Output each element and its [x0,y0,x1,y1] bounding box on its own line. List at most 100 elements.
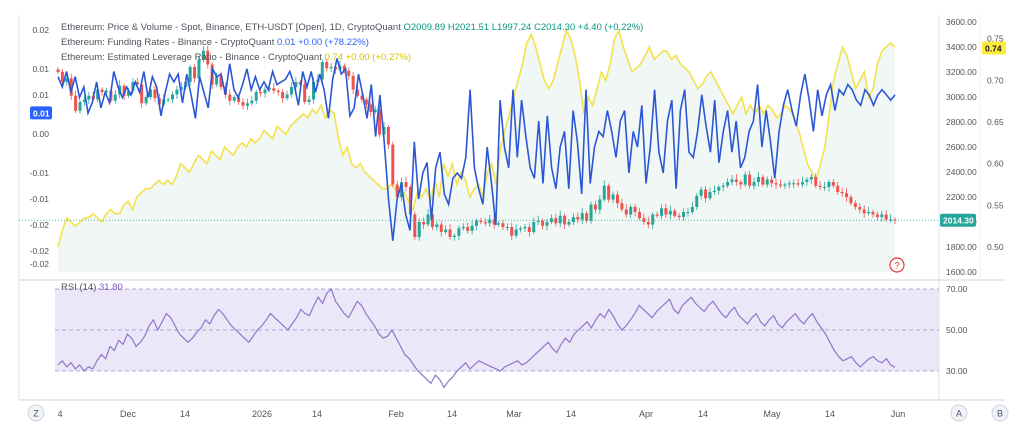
candle-body [814,177,818,186]
candle-body [479,220,483,222]
candle-body [475,220,478,226]
auto-scale-button[interactable]: A [950,404,968,422]
candle-body [726,182,730,186]
candle-body [232,97,236,101]
scale-b-circle[interactable] [991,404,1009,422]
auto-scale-circle[interactable] [950,404,968,422]
candle-body [444,229,448,232]
candle-body [620,203,624,210]
candle-body [201,50,205,60]
leverage-axis-tick: 0.50 [987,242,1004,252]
candle-body [637,212,641,219]
candle-body [800,182,804,185]
candle-body [422,222,426,225]
candle-body [871,212,875,215]
candle-body [633,207,637,212]
candle-body [792,183,796,185]
candle-body [576,217,580,220]
candle-body [545,222,549,226]
candle-body [541,220,545,226]
legend-leverage-name: Ethereum: Estimated Leverage Ratio - Bin… [61,52,322,63]
funding-badge-bg [30,106,52,120]
candle-body [351,75,355,90]
rsi-legend-value: 31.80 [99,282,123,293]
legend-funding-value: 0.01 +0.00 (+78.22%) [276,37,369,48]
candle-body [188,67,192,82]
funding-axis-tick: -0.01 [30,194,50,204]
candle-body [96,89,100,100]
time-axis-tick: Dec [120,409,137,419]
time-axis-tick: 4 [57,409,62,419]
candle-body [386,127,390,145]
time-axis-tick: May [763,409,781,419]
time-axis-tick: Mar [506,409,522,419]
rsi-axis-tick: 70.00 [946,284,968,294]
candle-body [347,70,351,76]
candle-body [827,182,831,187]
candle-body [607,185,611,200]
candle-body [272,88,276,91]
candle-body [585,213,589,221]
legend-leverage[interactable]: Ethereum: Estimated Leverage Ratio - Bin… [61,50,643,65]
candle-body [60,72,64,82]
candle-body [373,109,377,112]
candle-body [285,94,289,99]
candle-body [82,99,86,102]
candle-body [250,100,254,104]
time-axis-tick: 14 [825,409,835,419]
candle-body [320,62,324,80]
candle-body [312,82,316,100]
candle-body [580,213,584,220]
candle-body [818,185,822,187]
candle-body [501,223,505,227]
candle-body [721,185,725,187]
zoom-button[interactable]: Z [27,404,45,422]
zoom-button-circle[interactable] [27,404,45,422]
candle-body [889,219,893,221]
leverage-badge: 0.74 [985,44,1002,54]
candle-body [219,75,223,87]
price-axis-tick: 2200.00 [946,192,977,202]
time-axis-tick: 14 [447,409,457,419]
candle-body [743,174,747,185]
funding-axis-tick: -0.02 [30,259,50,269]
legend-funding-name: Ethereum: Funding Rates - Binance - Cryp… [61,37,275,48]
candle-body [554,218,558,224]
price-axis-tick: 3600.00 [946,17,977,27]
help-icon[interactable] [889,257,905,273]
candle-body [78,102,82,111]
legend-funding[interactable]: Ethereum: Funding Rates - Binance - Cryp… [61,35,643,50]
legend-price-ohlc: O2009.89 H2021.51 L1997.24 C2014.30 +4.4… [403,22,644,33]
rsi-legend[interactable]: RSI (14) 31.80 [61,282,123,293]
candle-body [730,179,734,182]
leverage-area-fill [58,30,895,272]
candle-body [179,87,183,90]
candle-body [87,95,91,100]
candle-body [660,208,664,216]
candle-body [598,199,602,210]
legend-price[interactable]: Ethereum: Price & Volume - Spot, Binance… [61,20,643,35]
leverage-axis-tick: 0.65 [987,117,1004,127]
time-axis-tick: 2026 [252,409,272,419]
candle-body [624,209,628,215]
candle-body [254,92,258,101]
price-axis-tick: 1800.00 [946,242,977,252]
scale-b-button[interactable]: B [991,404,1009,422]
leverage-axis-tick: 0.70 [987,75,1004,85]
candle-body [734,179,738,182]
candle-body [228,94,232,101]
candle-body [166,99,170,101]
candle-body [655,214,659,216]
candle-body [369,104,373,112]
candle-body [809,177,813,180]
candle-body [417,222,421,237]
candle-body [307,99,311,102]
scale-b-label: B [997,409,1003,419]
time-axis-tick: Feb [388,409,404,419]
help-button[interactable]: ? [889,257,905,273]
candle-body [778,184,782,186]
candle-body [395,184,399,197]
candle-body [342,65,346,71]
price-axis-tick: 3200.00 [946,67,977,77]
main-legend: Ethereum: Price & Volume - Spot, Binance… [61,20,643,65]
